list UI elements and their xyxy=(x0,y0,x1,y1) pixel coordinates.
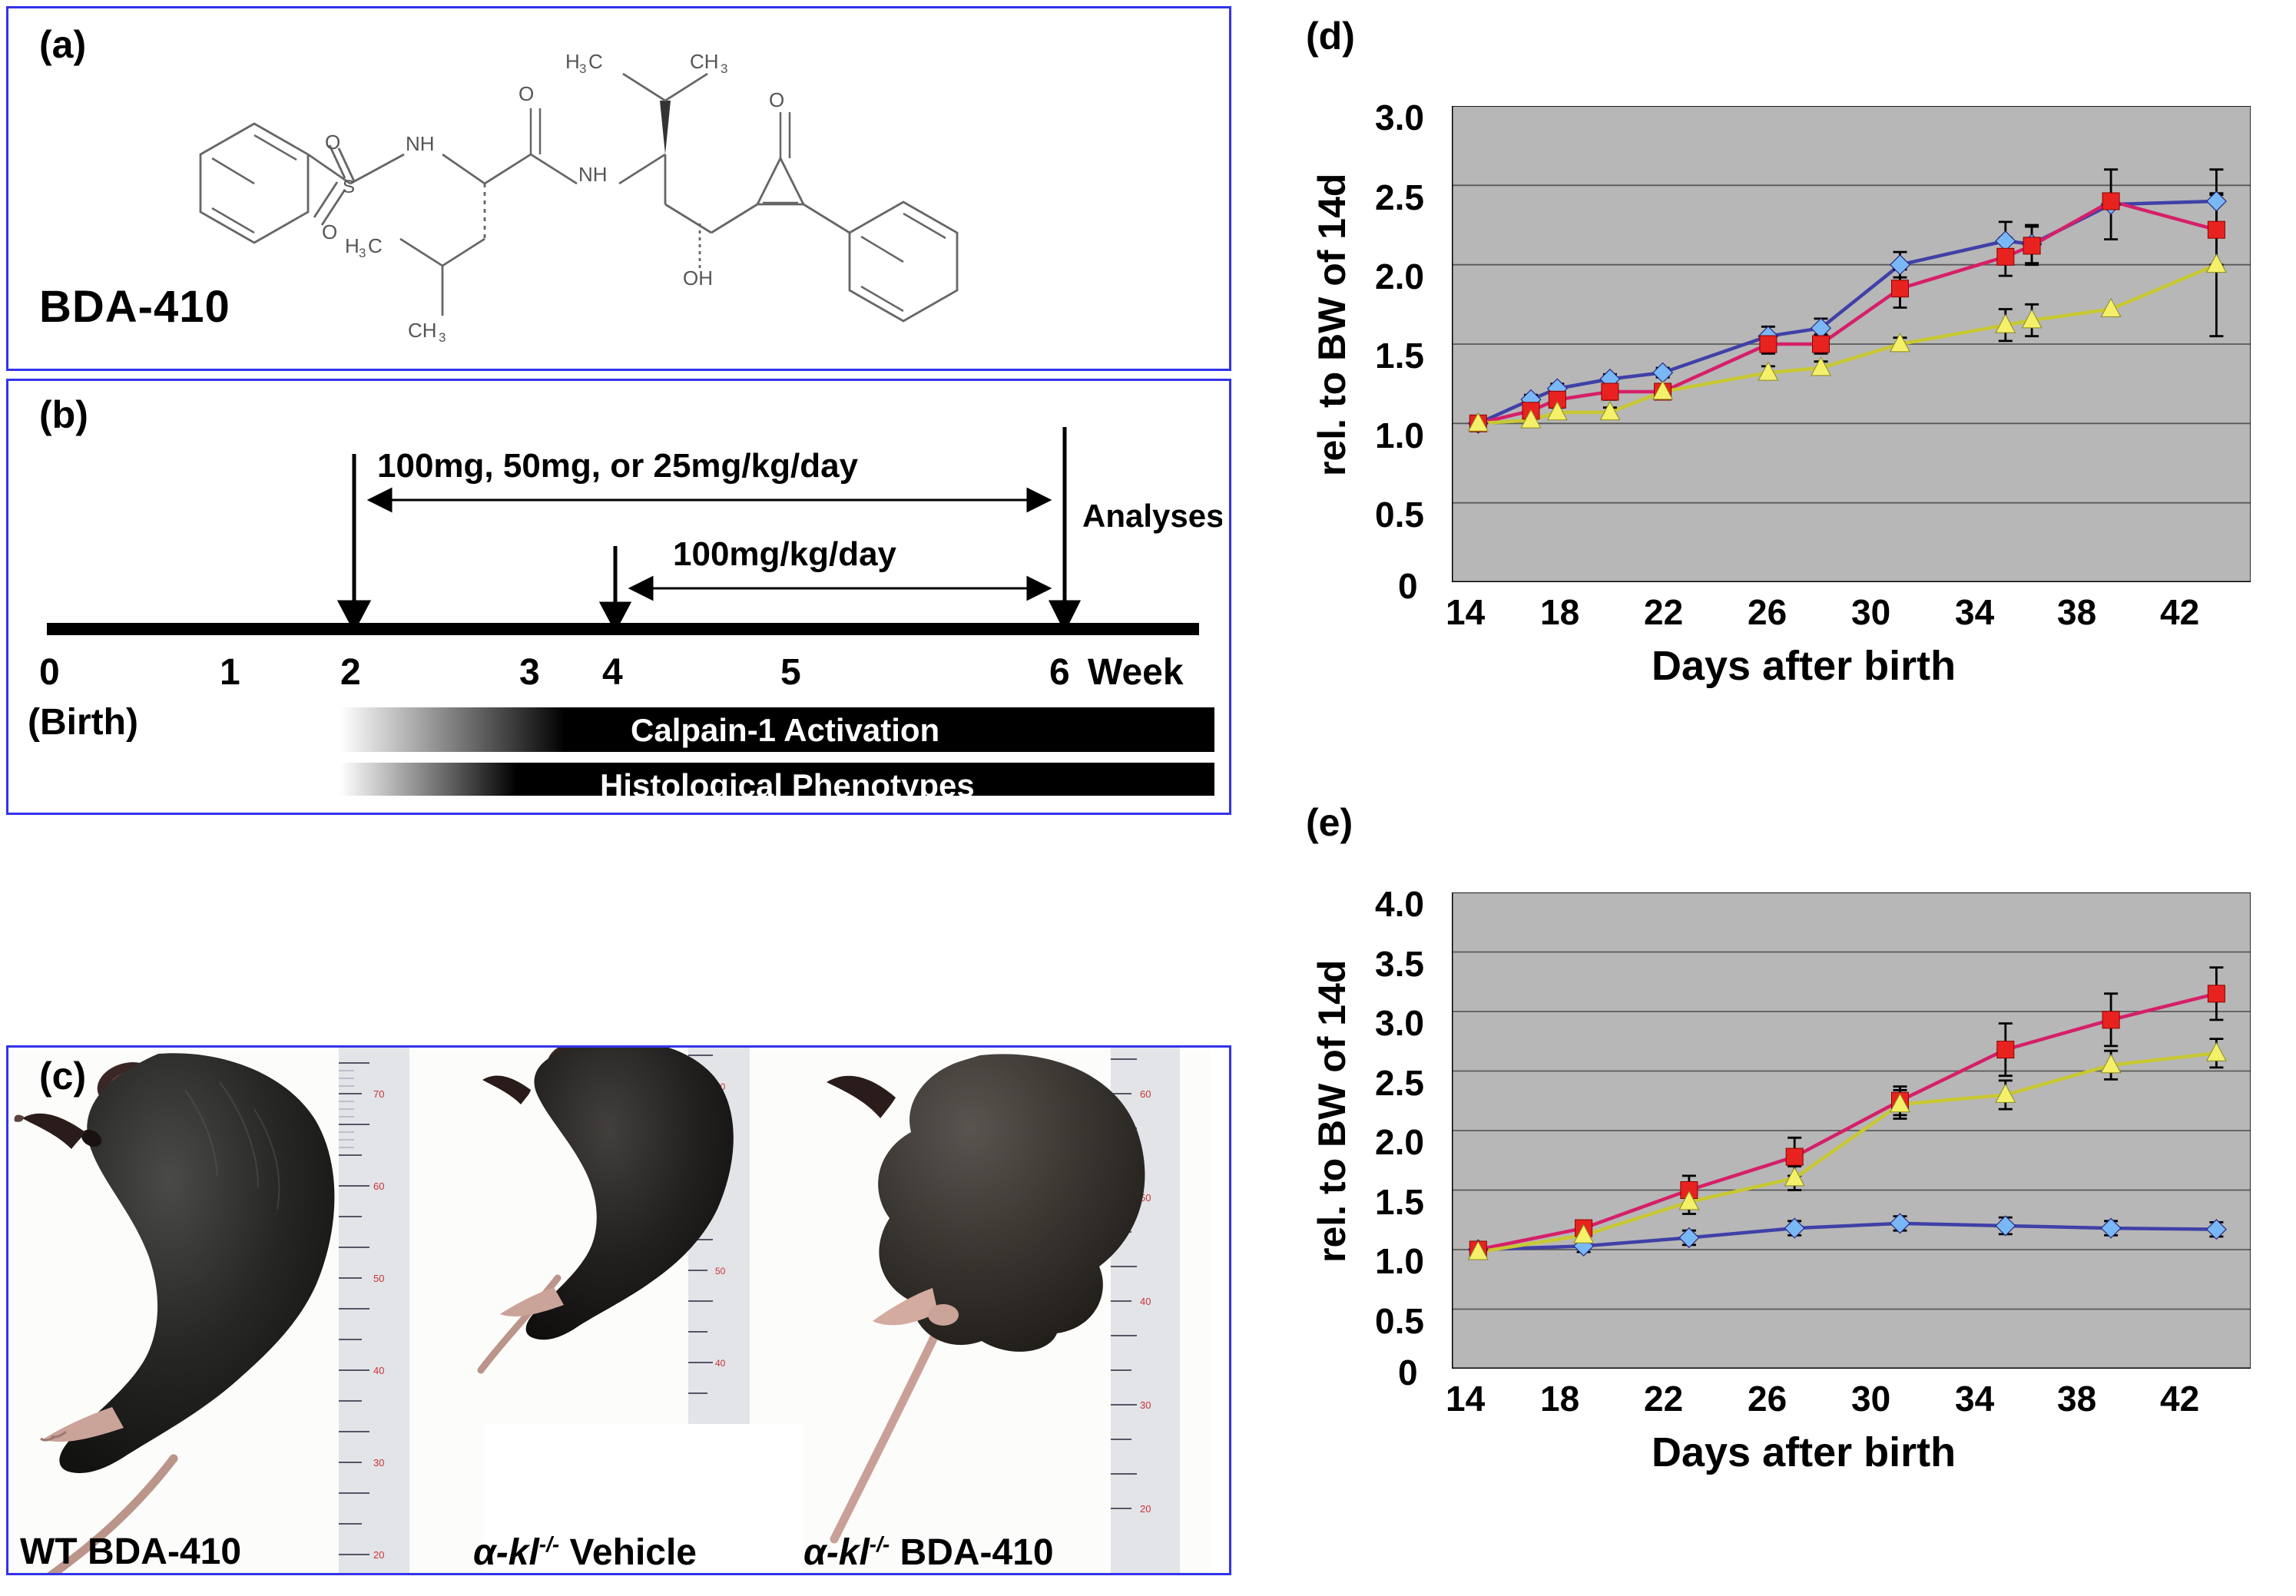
svg-text:0: 0 xyxy=(39,652,60,693)
svg-text:4: 4 xyxy=(602,652,623,693)
svg-text:C: C xyxy=(588,50,603,73)
svg-text:2: 2 xyxy=(340,652,361,693)
svg-text:O: O xyxy=(325,131,340,154)
svg-text:3: 3 xyxy=(439,330,446,345)
svg-text:50: 50 xyxy=(715,1266,726,1276)
svg-text:WT BDA-410: WT BDA-410 xyxy=(20,1531,241,1572)
svg-text:O: O xyxy=(519,82,534,105)
svg-text:6: 6 xyxy=(1049,652,1070,693)
svg-text:H: H xyxy=(565,50,580,73)
svg-text:O: O xyxy=(322,220,337,243)
svg-text:20: 20 xyxy=(1140,1503,1151,1515)
svg-text:S: S xyxy=(343,177,355,197)
svg-text:50: 50 xyxy=(373,1273,384,1284)
svg-text:NH: NH xyxy=(578,163,608,186)
svg-text:(Birth): (Birth) xyxy=(28,702,138,743)
svg-text:C: C xyxy=(368,234,383,257)
svg-text:40: 40 xyxy=(715,1358,726,1369)
svg-text:100mg/kg/day: 100mg/kg/day xyxy=(673,535,897,573)
svg-text:1: 1 xyxy=(220,652,240,693)
svg-text:3: 3 xyxy=(721,61,727,76)
svg-text:20: 20 xyxy=(373,1549,384,1561)
svg-text:5: 5 xyxy=(780,652,801,693)
svg-text:40: 40 xyxy=(1140,1296,1151,1307)
svg-text:NH: NH xyxy=(406,132,435,155)
svg-text:40: 40 xyxy=(373,1365,384,1376)
svg-text:O: O xyxy=(769,88,784,111)
svg-text:30: 30 xyxy=(373,1457,384,1469)
svg-text:3: 3 xyxy=(359,246,366,260)
svg-text:100mg, 50mg, or 25mg/kg/day: 100mg, 50mg, or 25mg/kg/day xyxy=(377,447,859,485)
svg-text:60: 60 xyxy=(373,1180,384,1192)
svg-text:OH: OH xyxy=(683,267,713,290)
svg-text:H: H xyxy=(345,234,359,257)
svg-text:Histological Phenotypes: Histological Phenotypes xyxy=(600,767,975,796)
svg-text:CH: CH xyxy=(408,319,437,342)
svg-text:CH: CH xyxy=(690,50,719,73)
svg-text:70: 70 xyxy=(373,1088,384,1100)
svg-text:Analyses: Analyses xyxy=(1082,498,1222,534)
svg-text:60: 60 xyxy=(1140,1088,1151,1100)
svg-text:Week: Week xyxy=(1088,652,1184,693)
svg-text:3: 3 xyxy=(519,652,540,693)
svg-text:3: 3 xyxy=(579,61,586,76)
svg-text:Calpain-1 Activation: Calpain-1 Activation xyxy=(631,712,939,748)
svg-text:30: 30 xyxy=(1140,1399,1151,1411)
